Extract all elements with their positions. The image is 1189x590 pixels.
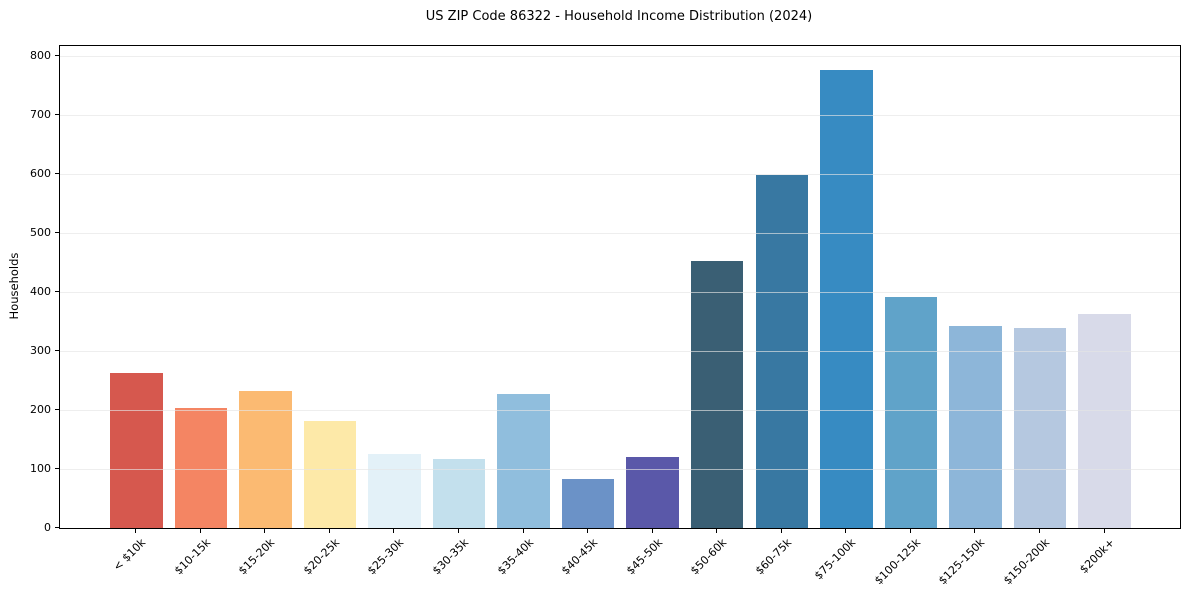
plot-area	[59, 45, 1181, 529]
x-tick-mark	[909, 529, 911, 533]
y-tick-mark	[55, 291, 59, 292]
y-tick-mark	[55, 527, 59, 528]
y-tick-label: 500	[30, 225, 51, 239]
y-tick-mark	[55, 350, 59, 351]
x-tick-mark	[135, 529, 137, 533]
bar-$20-25k	[303, 420, 357, 528]
x-tick-mark	[264, 529, 266, 533]
gridline	[60, 409, 1180, 411]
y-tick-label: 0	[44, 520, 51, 534]
y-tick-mark	[55, 468, 59, 469]
gridline	[60, 55, 1180, 57]
bar-$60-75k	[755, 174, 808, 528]
bar-$35-40k	[497, 394, 550, 528]
y-tick-label: 200	[30, 402, 51, 416]
gridline	[60, 350, 1180, 352]
bar-$45-50k	[626, 456, 679, 528]
x-tick-mark	[974, 529, 976, 533]
x-tick-mark	[587, 529, 589, 533]
x-tick-mark	[651, 529, 653, 533]
bar-$200k+	[1078, 314, 1131, 528]
y-tick-label: 100	[30, 461, 51, 475]
y-tick-label: 700	[30, 107, 51, 121]
y-tick-mark	[55, 114, 59, 115]
x-tick-mark	[716, 529, 718, 533]
x-tick-mark	[780, 529, 782, 533]
x-tick-mark	[522, 529, 524, 533]
bar-$30-35k	[432, 458, 486, 528]
gridline	[60, 114, 1180, 116]
bar-$40-45k	[561, 479, 615, 528]
x-tick-label: < $10k	[110, 536, 149, 574]
y-tick-mark	[55, 173, 59, 174]
y-tick-mark	[55, 55, 59, 56]
x-tick-mark	[328, 529, 330, 533]
y-tick-mark	[55, 232, 59, 233]
y-tick-mark	[55, 409, 59, 410]
bar-$25-30k	[368, 453, 421, 528]
y-tick-label: 800	[30, 48, 51, 62]
gridline	[60, 232, 1180, 234]
y-tick-label: 300	[30, 343, 51, 357]
bar-$75-100k	[820, 70, 873, 528]
bar-$125-150k	[949, 326, 1002, 528]
bar-$10-15k	[174, 407, 228, 528]
bar-$150-200k	[1013, 328, 1067, 528]
gridline	[60, 468, 1180, 470]
x-tick-mark	[845, 529, 847, 533]
bar-$100-125k	[884, 297, 938, 528]
y-tick-label: 400	[30, 284, 51, 298]
bar-$50-60k	[690, 260, 744, 528]
x-tick-mark	[393, 529, 395, 533]
gridline	[60, 291, 1180, 293]
x-tick-mark	[1103, 529, 1105, 533]
x-tick-mark	[1038, 529, 1040, 533]
chart-title: US ZIP Code 86322 - Household Income Dis…	[425, 9, 813, 24]
bar-$15-20k	[239, 390, 292, 528]
gridline	[60, 173, 1180, 175]
y-tick-label: 600	[30, 166, 51, 180]
bar-< $10k	[110, 373, 163, 528]
x-tick-mark	[199, 529, 201, 533]
x-tick-mark	[458, 529, 459, 533]
